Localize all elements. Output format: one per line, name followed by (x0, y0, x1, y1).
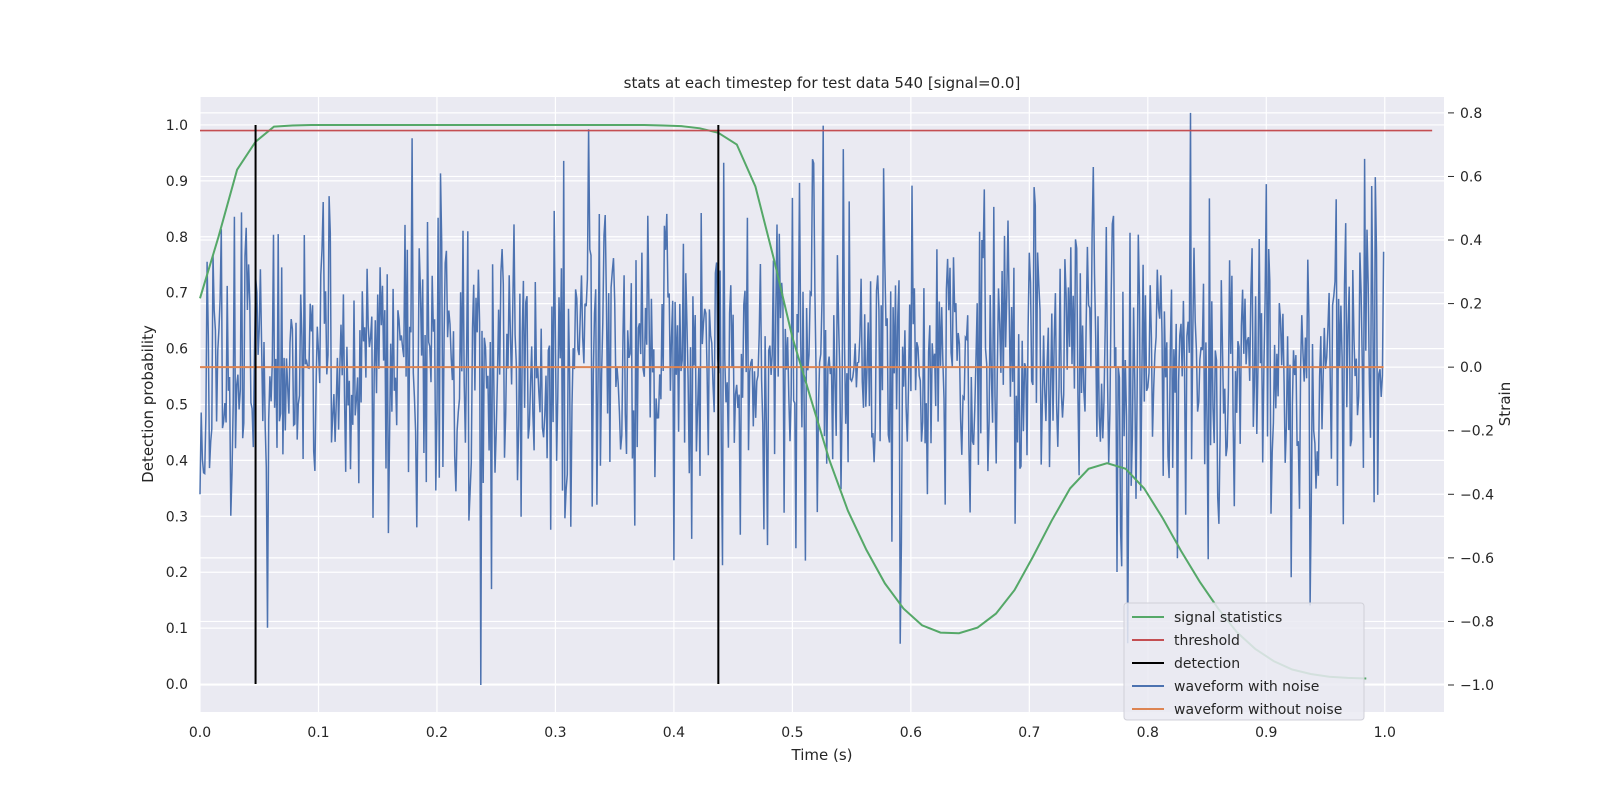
x-tick-label-9: 0.9 (1255, 725, 1277, 741)
y-right-tick-label-1: 0.6 (1460, 169, 1482, 185)
legend-label-waveform-without-noise: waveform without noise (1174, 702, 1342, 718)
y-left-tick-label-5: 0.5 (166, 398, 188, 414)
y-right-tick-label-8: −0.8 (1460, 614, 1494, 630)
series-signal-statistics (199, 124, 1367, 680)
y-left-tick-label-6: 0.6 (166, 342, 188, 358)
legend-label-signal-statistics: signal statistics (1174, 610, 1282, 626)
y-right-tick-label-2: 0.4 (1460, 233, 1482, 249)
legend-label-waveform-with-noise: waveform with noise (1174, 679, 1319, 695)
y-right-tick-label-4: 0.0 (1460, 360, 1482, 376)
x-tick-label-5: 0.5 (781, 725, 803, 741)
x-tick-label-0: 0.0 (189, 725, 211, 741)
y-left-tick-label-3: 0.3 (166, 509, 188, 525)
waveform-layer (199, 112, 1385, 686)
y-right-tick-label-5: −0.2 (1460, 424, 1494, 440)
statistics-layer (199, 124, 1433, 685)
y-right-tick-label-7: −0.6 (1460, 551, 1494, 567)
y-left-tick-label-1: 0.1 (166, 621, 188, 637)
x-tick-label-3: 0.3 (544, 725, 566, 741)
chart-title: stats at each timestep for test data 540… (624, 74, 1021, 92)
x-tick-label-10: 1.0 (1374, 725, 1396, 741)
y-left-tick-label-0: 0.0 (166, 677, 188, 693)
x-tick-label-4: 0.4 (663, 725, 685, 741)
y-left-tick-label-7: 0.7 (166, 286, 188, 302)
y-left-tick-labels: 0.0 0.1 0.2 0.3 0.4 0.5 0.6 0.7 0.8 0.9 1.0 (166, 118, 188, 693)
x-tick-labels: 0.0 0.1 0.2 0.3 0.4 0.5 0.6 0.7 0.8 0.9 1.0 (189, 725, 1396, 741)
x-axis-label: Time (s) (791, 746, 853, 764)
grid (199, 97, 1444, 712)
y-left-tick-label-10: 1.0 (166, 118, 188, 134)
y-left-axis-label: Detection probability (139, 325, 157, 483)
y-left-tick-label-4: 0.4 (166, 453, 188, 469)
y-right-tick-labels: 0.8 0.6 0.4 0.2 0.0 −0.2 −0.4 −0.6 −0.8 −1.0 (1448, 106, 1494, 694)
x-tick-label-1: 0.1 (307, 725, 329, 741)
legend-label-threshold: threshold (1174, 633, 1240, 649)
y-left-tick-label-8: 0.8 (166, 230, 188, 246)
y-left-tick-label-9: 0.9 (166, 174, 188, 190)
y-right-tick-label-0: 0.8 (1460, 106, 1482, 122)
y-right-axis-label: Strain (1496, 382, 1514, 426)
legend: signal statistics threshold detection wa… (1123, 602, 1365, 721)
y-left-tick-label-2: 0.2 (166, 565, 188, 581)
legend-box (1123, 602, 1365, 721)
x-tick-label-8: 0.8 (1137, 725, 1159, 741)
x-tick-label-6: 0.6 (900, 725, 922, 741)
y-right-tick-label-3: 0.2 (1460, 297, 1482, 313)
y-right-tick-label-6: −0.4 (1460, 487, 1494, 503)
y-right-tick-label-9: −1.0 (1460, 678, 1494, 694)
x-tick-label-2: 0.2 (426, 725, 448, 741)
legend-label-detection: detection (1174, 656, 1240, 672)
x-tick-label-7: 0.7 (1018, 725, 1040, 741)
